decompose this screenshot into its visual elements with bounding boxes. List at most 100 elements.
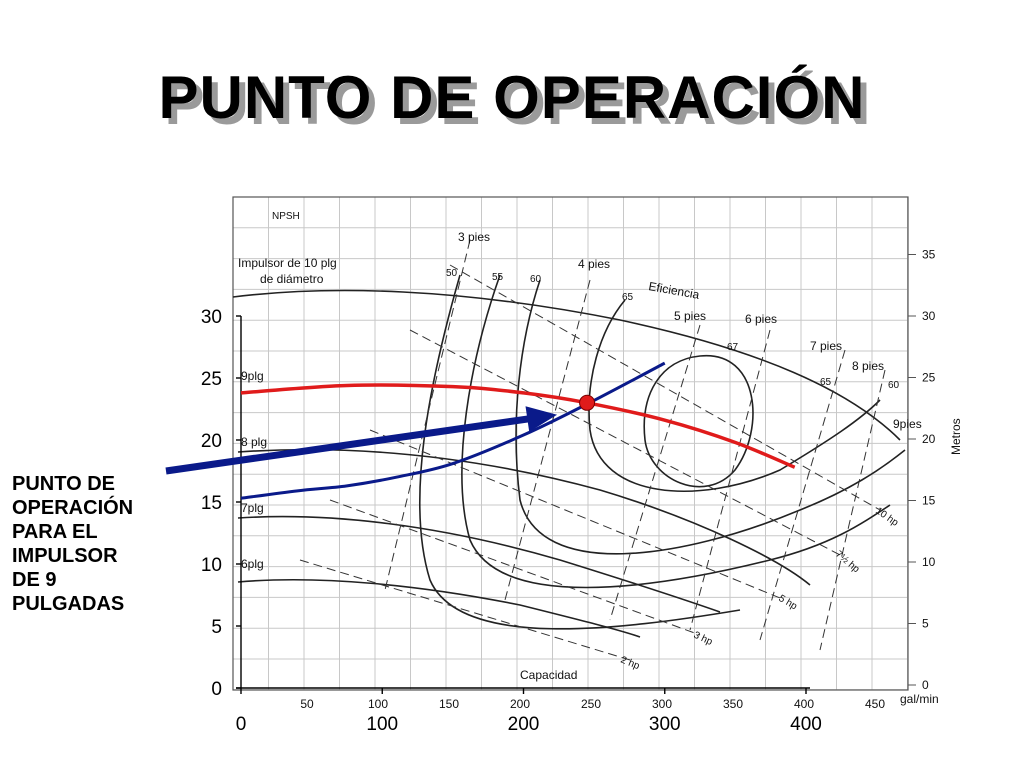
npsh-value-label: 7 pies bbox=[810, 339, 842, 353]
efficiency-loop-65 bbox=[588, 299, 881, 492]
galmin-tick-label: 150 bbox=[439, 697, 459, 711]
galmin-tick-label: 350 bbox=[723, 697, 743, 711]
galmin-tick-label: 450 bbox=[865, 697, 885, 711]
npsh-line bbox=[609, 324, 701, 621]
y-tick-label: 5 bbox=[211, 617, 222, 638]
operating-point-caption: PUNTO DE OPERACIÓN PARA EL IMPULSOR DE 9… bbox=[12, 472, 172, 616]
overlay-chart: 0 5 10 15 20 25 30 0 100 200 300 400 bbox=[165, 307, 822, 735]
npsh-line bbox=[689, 329, 771, 631]
hp-line-7-5 bbox=[409, 329, 841, 556]
scan-labels: NPSH Impulsor de 10 plg de diámetro Efic… bbox=[238, 211, 963, 711]
efficiency-loop-50 bbox=[418, 274, 741, 630]
hp-line-5 bbox=[369, 429, 781, 599]
efficiency-value-label: 65 bbox=[820, 377, 832, 388]
head-curve-6in bbox=[237, 578, 641, 638]
galmin-tick-label: 400 bbox=[794, 697, 814, 711]
hp-lines bbox=[299, 264, 881, 661]
x-tick-label: 100 bbox=[366, 714, 398, 735]
hp-value-label: 7½ hp bbox=[833, 549, 862, 576]
metros-tick-label: 25 bbox=[922, 371, 936, 385]
metros-label: Metros bbox=[949, 418, 963, 455]
efficiency-value-label: 67 bbox=[727, 342, 739, 353]
npsh-value-label: 3 pies bbox=[458, 230, 490, 244]
impeller-size-label: 7plg bbox=[241, 501, 264, 515]
galmin-label: gal/min bbox=[900, 692, 939, 706]
impeller-size-label: 9plg bbox=[241, 369, 264, 383]
npsh-line bbox=[504, 279, 591, 601]
npsh-value-label: 8 pies bbox=[852, 359, 884, 373]
arrow-shaft bbox=[165, 413, 544, 475]
metros-tick-label: 5 bbox=[922, 617, 929, 631]
y-tick-label: 20 bbox=[201, 431, 222, 452]
impeller-label-line2: de diámetro bbox=[260, 272, 324, 286]
galmin-tick-label: 50 bbox=[300, 697, 314, 711]
metros-tick-label: 20 bbox=[922, 432, 936, 446]
npsh-value-label: 5 pies bbox=[674, 309, 706, 323]
npsh-lines bbox=[384, 239, 886, 651]
hp-value-label: 2 hp bbox=[619, 655, 642, 673]
operating-point-marker bbox=[579, 394, 596, 411]
y-tick-label: 15 bbox=[201, 493, 222, 514]
y-tick-label: 10 bbox=[201, 555, 222, 576]
x-tick-label: 0 bbox=[236, 714, 247, 735]
title-text: PUNTO DE OPERACIÓN bbox=[158, 64, 866, 131]
efficiency-value-label: 55 bbox=[492, 272, 504, 283]
y-ticks: 0 5 10 15 20 25 30 bbox=[201, 307, 241, 700]
efficiency-loop-55 bbox=[461, 274, 891, 589]
impeller-size-label: 6plg bbox=[241, 557, 264, 571]
hp-value-label: 5 hp bbox=[777, 593, 800, 612]
metros-ticks: 35 30 25 20 15 10 5 0 bbox=[908, 248, 936, 692]
impeller-label-line1: Impulsor de 10 plg bbox=[238, 256, 337, 270]
npsh-label: NPSH bbox=[272, 211, 300, 222]
galmin-tick-label: 250 bbox=[581, 697, 601, 711]
npsh-line bbox=[819, 369, 886, 651]
scan-curves bbox=[232, 274, 906, 638]
page-title: PUNTO DE OPERACIÓN PUNTO DE OPERACIÓN bbox=[0, 58, 1024, 138]
x-tick-label: 400 bbox=[790, 714, 822, 735]
impeller-size-label: 8 plg bbox=[241, 435, 267, 449]
hp-value-label: 3 hp bbox=[692, 630, 715, 648]
metros-tick-label: 15 bbox=[922, 494, 936, 508]
x-tick-label: 300 bbox=[649, 714, 681, 735]
npsh-line bbox=[384, 239, 471, 591]
caption-line: PUNTO DE bbox=[12, 473, 115, 495]
galmin-tick-label: 200 bbox=[510, 697, 530, 711]
y-tick-label: 0 bbox=[211, 679, 222, 700]
metros-tick-label: 10 bbox=[922, 555, 936, 569]
hp-line-2 bbox=[299, 559, 631, 661]
capacidad-label: Capacidad bbox=[520, 668, 577, 682]
title-shadow: PUNTO DE OPERACIÓN bbox=[164, 70, 872, 137]
x-tick-label: 200 bbox=[508, 714, 540, 735]
npsh-value-label: 6 pies bbox=[745, 312, 777, 326]
hp-line-10 bbox=[449, 264, 881, 511]
galmin-ticks: 50 100 150 200 250 300 350 400 450 bbox=[300, 697, 885, 711]
y-tick-label: 30 bbox=[201, 307, 222, 328]
impeller-9in-curve bbox=[240, 383, 796, 469]
metros-tick-label: 0 bbox=[922, 678, 929, 692]
metros-tick-label: 30 bbox=[922, 309, 936, 323]
galmin-tick-label: 300 bbox=[652, 697, 672, 711]
efficiency-value-label: 60 bbox=[530, 274, 542, 285]
arrow-head bbox=[525, 406, 558, 432]
hp-line-3 bbox=[329, 499, 701, 636]
y-tick-label: 25 bbox=[201, 369, 222, 390]
efficiency-loop-60 bbox=[515, 279, 906, 555]
caption-line: OPERACIÓN bbox=[12, 497, 134, 519]
npsh-value-label: 9pies bbox=[893, 417, 922, 431]
efficiency-value-label: 65 bbox=[622, 292, 634, 303]
npsh-value-label: 4 pies bbox=[578, 257, 610, 271]
metros-tick-label: 35 bbox=[922, 248, 936, 262]
caption-line: DE 9 bbox=[12, 569, 57, 591]
caption-line: IMPULSOR bbox=[12, 545, 118, 567]
efficiency-island-67 bbox=[643, 355, 754, 488]
eficiencia-label: Eficiencia bbox=[647, 279, 700, 302]
x-ticks: 0 100 200 300 400 bbox=[236, 688, 822, 735]
caption-line: PULGADAS bbox=[12, 593, 125, 615]
galmin-tick-label: 100 bbox=[368, 697, 388, 711]
efficiency-value-label: 60 bbox=[888, 380, 900, 391]
head-curve-10in bbox=[232, 289, 901, 441]
caption-line: PARA EL bbox=[12, 521, 98, 543]
npsh-line bbox=[759, 349, 846, 641]
hp-value-label: 10 hp bbox=[873, 505, 900, 529]
